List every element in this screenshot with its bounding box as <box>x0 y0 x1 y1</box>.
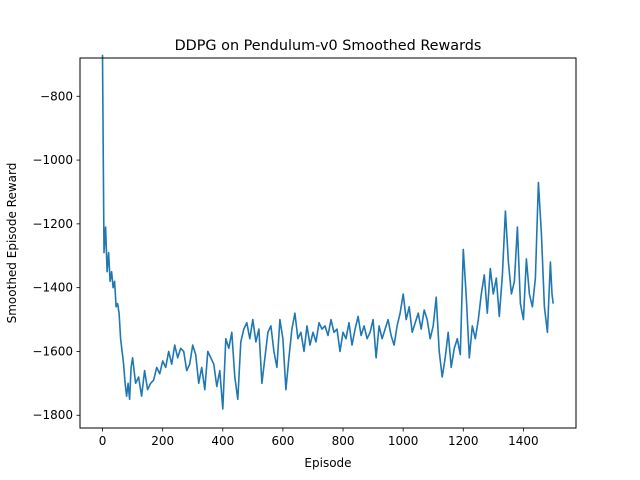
y-axis-ticks: −1800 −1600 −1400 −1200 −1000 −800 <box>32 89 80 422</box>
x-tick-label: 200 <box>151 434 174 448</box>
x-tick-label: 1200 <box>448 434 479 448</box>
x-tick-label: 400 <box>211 434 234 448</box>
plot-area <box>80 58 576 428</box>
x-tick-label: 0 <box>99 434 107 448</box>
x-axis-label: Episode <box>304 456 351 470</box>
y-tick-label: −1800 <box>32 408 73 422</box>
x-tick-label: 600 <box>271 434 294 448</box>
y-tick-label: −1000 <box>32 153 73 167</box>
x-tick-label: 800 <box>332 434 355 448</box>
reward-series-line <box>101 54 554 410</box>
y-tick-label: −1600 <box>32 344 73 358</box>
chart-title: DDPG on Pendulum-v0 Smoothed Rewards <box>175 38 482 54</box>
y-tick-label: −1400 <box>32 281 73 295</box>
x-tick-label: 1000 <box>388 434 419 448</box>
x-tick-label: 1400 <box>508 434 539 448</box>
plot-frame <box>79 57 577 429</box>
y-axis-label: Smoothed Episode Reward <box>5 163 19 324</box>
x-axis-ticks: 0 200 400 600 800 1000 1200 1400 <box>99 428 539 448</box>
y-tick-label: −800 <box>40 89 73 103</box>
series-layer <box>101 54 554 410</box>
y-tick-label: −1200 <box>32 217 73 231</box>
